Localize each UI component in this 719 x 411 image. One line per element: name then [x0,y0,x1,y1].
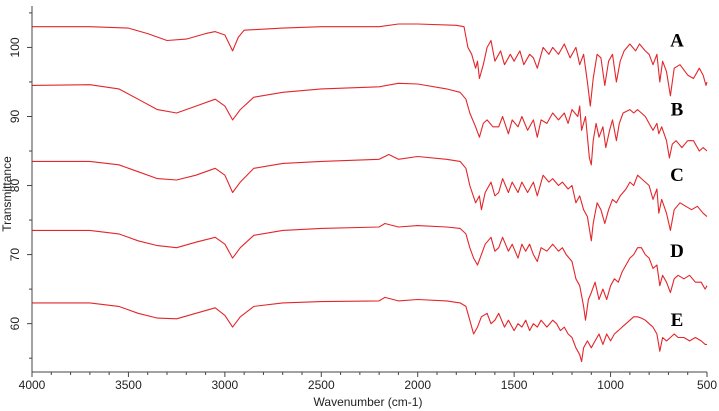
trace-label-b: B [671,99,684,120]
x-tick-label: 3500 [115,378,142,392]
x-tick-label: 3000 [212,378,239,392]
x-tick-label: 1000 [597,378,624,392]
trace-label-d: D [670,241,684,262]
series-line-e [32,296,707,363]
x-tick-label: 500 [697,378,717,392]
x-tick-label: 2000 [404,378,431,392]
x-axis-title: Wavenumber (cm-1) [314,395,423,409]
series-line-c [32,153,708,242]
x-tick-label: 2500 [308,378,335,392]
axis-layer: 4000 3500 3000 2500 2000 1500 1000 500 60 70 80 90 1… [8,6,717,392]
series-layer [31,23,708,363]
series-line-b [31,82,708,166]
trace-label-a: A [670,30,684,51]
trace-label-c: C [670,165,684,186]
series-line-a [32,23,708,107]
y-tick-label: 60 [8,317,22,331]
trace-label-layer: A B C D E [670,30,684,331]
x-tick-label: 4000 [19,378,46,392]
y-tick-label: 70 [8,248,22,262]
series-line-d [32,222,708,321]
y-tick-label: 80 [8,179,22,193]
x-tick-label: 1500 [501,378,528,392]
y-axis-title: Transmittance [0,156,14,232]
y-tick-label: 90 [8,109,22,123]
trace-label-e: E [671,310,684,331]
y-tick-label: 100 [8,37,22,57]
